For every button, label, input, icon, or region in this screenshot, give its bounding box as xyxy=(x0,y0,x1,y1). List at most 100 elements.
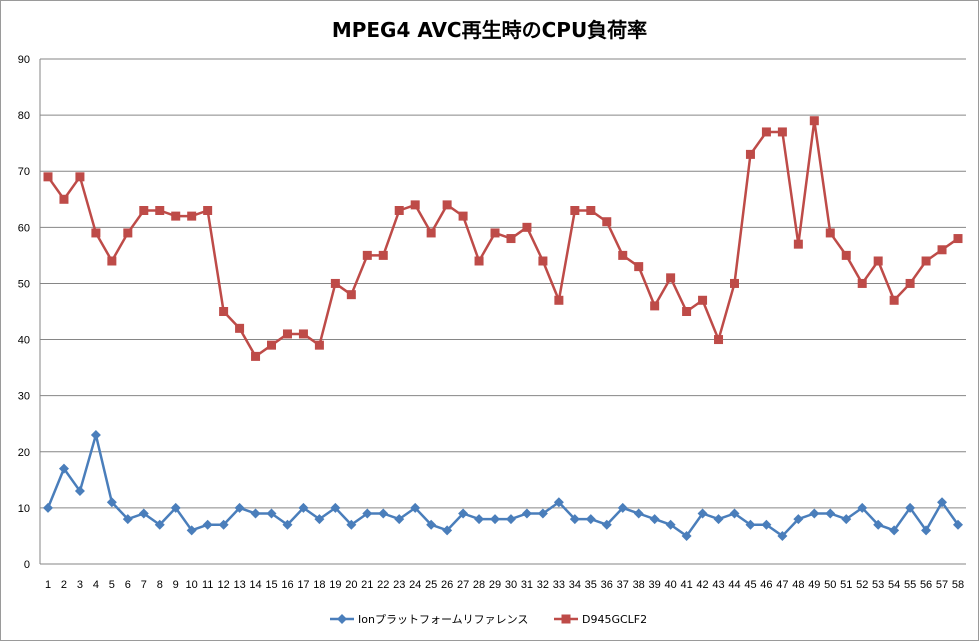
data-point xyxy=(187,211,197,221)
data-point xyxy=(138,508,149,519)
y-tick-label: 20 xyxy=(18,447,30,459)
data-point xyxy=(569,514,580,525)
data-point xyxy=(554,295,564,305)
data-point xyxy=(282,519,293,530)
data-point xyxy=(250,508,261,519)
x-tick-label: 53 xyxy=(872,579,884,591)
x-tick-label: 48 xyxy=(792,579,804,591)
x-tick-label: 7 xyxy=(141,579,147,591)
data-point xyxy=(474,514,485,525)
x-tick-label: 18 xyxy=(313,579,325,591)
x-tick-label: 33 xyxy=(553,579,565,591)
x-tick-label: 24 xyxy=(409,579,421,591)
data-point xyxy=(378,508,389,519)
x-tick-label: 49 xyxy=(808,579,820,591)
data-point xyxy=(537,508,548,519)
data-point xyxy=(585,514,596,525)
data-point xyxy=(490,228,500,238)
x-tick-label: 20 xyxy=(345,579,357,591)
y-tick-label: 70 xyxy=(18,166,30,178)
data-point xyxy=(713,514,724,525)
data-point xyxy=(905,278,915,288)
data-point xyxy=(298,329,308,339)
data-point xyxy=(602,217,612,227)
x-tick-label: 44 xyxy=(728,579,740,591)
x-tick-label: 11 xyxy=(202,579,213,591)
gridlines xyxy=(40,58,966,509)
x-tick-label: 41 xyxy=(680,579,692,591)
x-tick-label: 45 xyxy=(744,579,756,591)
data-point xyxy=(106,497,117,508)
x-tick-label: 1 xyxy=(45,579,51,591)
x-tick-label: 3 xyxy=(77,579,83,591)
data-point xyxy=(154,519,165,530)
data-point xyxy=(745,519,756,530)
data-point xyxy=(745,149,755,159)
data-point xyxy=(202,519,213,530)
data-point xyxy=(697,508,708,519)
data-point xyxy=(362,250,372,260)
data-point xyxy=(442,525,453,536)
data-point xyxy=(698,295,708,305)
data-point xyxy=(857,278,867,288)
data-point xyxy=(633,508,644,519)
data-point xyxy=(139,206,149,215)
data-point xyxy=(298,502,309,513)
x-tick-label: 17 xyxy=(297,579,309,591)
data-point xyxy=(617,502,628,513)
data-point xyxy=(793,514,804,525)
data-point xyxy=(601,519,612,530)
data-point xyxy=(889,295,899,305)
x-tick-label: 32 xyxy=(537,579,549,591)
data-point xyxy=(218,519,229,530)
x-tick-label: 27 xyxy=(457,579,469,591)
data-point xyxy=(203,206,213,215)
data-point xyxy=(953,234,963,244)
x-tick-label: 28 xyxy=(473,579,485,591)
data-point xyxy=(522,222,532,232)
data-point xyxy=(442,200,452,210)
x-tick-label: 26 xyxy=(441,579,453,591)
x-tick-label: 19 xyxy=(329,579,341,591)
legend-label: Ionプラットフォームリファレンス xyxy=(358,613,528,626)
x-tick-label: 15 xyxy=(265,579,277,591)
data-point xyxy=(330,502,341,513)
data-point xyxy=(267,340,277,350)
data-point xyxy=(410,200,420,210)
data-point xyxy=(665,519,676,530)
data-point xyxy=(314,514,325,525)
series-line xyxy=(46,433,960,538)
data-point xyxy=(74,486,85,497)
chart-title: MPEG4 AVC再生時のCPU負荷率 xyxy=(331,18,648,42)
y-tick-label: 50 xyxy=(18,278,30,290)
data-point xyxy=(234,502,245,513)
data-point xyxy=(761,127,771,137)
data-point xyxy=(777,530,788,541)
data-point xyxy=(362,508,373,519)
x-tick-label: 47 xyxy=(776,579,788,591)
x-tick-label: 43 xyxy=(712,579,724,591)
data-point xyxy=(681,530,692,541)
data-point xyxy=(809,116,819,126)
data-point xyxy=(666,273,676,283)
data-point xyxy=(921,256,931,266)
data-point xyxy=(155,206,165,215)
x-tick-label: 9 xyxy=(173,579,179,591)
data-point xyxy=(394,206,404,215)
data-point xyxy=(458,508,469,519)
x-tick-label: 36 xyxy=(601,579,613,591)
x-tick-label: 57 xyxy=(936,579,948,591)
data-point xyxy=(75,172,85,182)
data-point xyxy=(346,519,357,530)
data-point xyxy=(426,228,436,238)
data-point xyxy=(618,250,628,260)
data-point xyxy=(330,278,340,288)
x-tick-label: 12 xyxy=(217,579,229,591)
data-point xyxy=(251,351,261,361)
legend-marker xyxy=(337,614,347,624)
x-tick-label: 6 xyxy=(125,579,131,591)
data-point xyxy=(825,508,836,519)
data-point xyxy=(282,329,292,339)
data-point xyxy=(346,290,356,300)
